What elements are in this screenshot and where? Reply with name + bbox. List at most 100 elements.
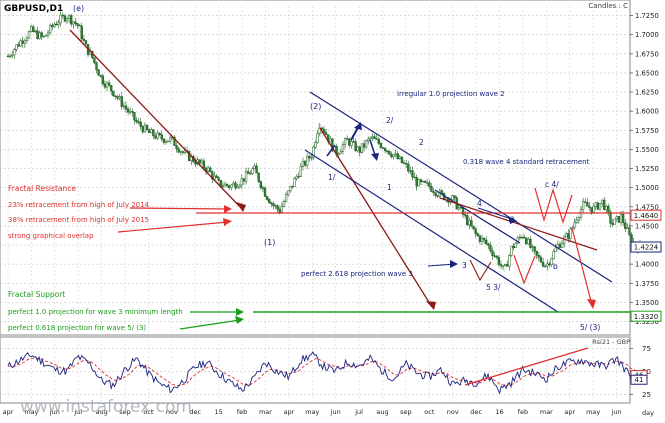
x-tick-label: nov xyxy=(447,408,459,416)
candle-body xyxy=(611,222,614,225)
candle-body xyxy=(520,236,524,239)
candle-body xyxy=(491,250,494,257)
candle-body xyxy=(518,236,522,239)
label-proj0618: perfect 0.618 projection for wave 5/ (3) xyxy=(8,324,146,332)
candle-body xyxy=(147,129,151,133)
candle-body xyxy=(421,180,425,183)
candle-body xyxy=(51,24,54,27)
x-tick-label: apr xyxy=(3,408,14,416)
candle-body xyxy=(394,153,397,156)
x-tick-label: feb xyxy=(518,408,528,416)
label-wave-2: (2) xyxy=(310,102,321,111)
candle-body xyxy=(514,242,517,248)
price-tick-label: 1.4750 xyxy=(635,203,659,211)
label-2: 2 xyxy=(419,138,424,147)
candle-body xyxy=(386,150,389,152)
candle-body xyxy=(6,55,10,58)
x-tick-label: oct xyxy=(143,408,154,416)
candle-body xyxy=(34,30,37,33)
candle-body xyxy=(280,205,284,213)
candle-body xyxy=(563,236,566,244)
candle-body xyxy=(238,184,241,188)
candle-body xyxy=(628,227,631,235)
candle-body xyxy=(236,186,239,189)
candle-body xyxy=(546,263,549,267)
x-tick-label: mar xyxy=(540,408,553,416)
x-tick-label: jun xyxy=(611,408,622,416)
candle-body xyxy=(354,141,357,151)
candle-body xyxy=(367,138,370,142)
candle-body xyxy=(478,235,482,242)
x-tick-label: 15 xyxy=(215,408,223,416)
candle-body xyxy=(554,247,557,252)
price-marker-label: 1.4640 xyxy=(634,212,659,220)
rsi-panel xyxy=(0,336,631,404)
candle-body xyxy=(581,201,585,210)
candle-body xyxy=(249,173,252,175)
candle-body xyxy=(162,138,166,143)
candle-body xyxy=(55,24,58,26)
candle-body xyxy=(67,15,71,19)
candle-body xyxy=(244,171,248,182)
price-tick-label: 1.6750 xyxy=(635,50,659,58)
candle-body xyxy=(181,151,185,153)
candle-body xyxy=(21,40,24,44)
label-1-slash: 1/ xyxy=(328,173,336,182)
candle-body xyxy=(617,216,621,223)
candle-body xyxy=(48,24,52,34)
candle-body xyxy=(383,148,387,152)
candle-body xyxy=(586,202,589,207)
x-tick-label: dec xyxy=(189,408,201,416)
candle-body xyxy=(533,246,536,252)
label-irregular: irregular 1.0 projection wave 2 xyxy=(397,90,505,98)
candle-body xyxy=(489,244,492,252)
candle-body xyxy=(594,202,597,207)
candle-body xyxy=(423,180,427,183)
candle-body xyxy=(126,108,130,113)
label-overlap: strong graphical overlap xyxy=(8,232,94,240)
x-tick-label: may xyxy=(586,408,600,416)
candle-body xyxy=(373,136,376,139)
candle-body xyxy=(278,209,281,213)
candle-body xyxy=(318,127,321,134)
candle-body xyxy=(200,160,203,164)
candle-body xyxy=(255,165,258,174)
candle-body xyxy=(74,21,77,24)
candle-body xyxy=(261,187,265,189)
candle-body xyxy=(527,238,530,245)
x-tick-label: may xyxy=(24,408,38,416)
candle-body xyxy=(432,191,435,194)
candle-body xyxy=(411,170,414,178)
candle-body xyxy=(270,202,273,205)
candle-body xyxy=(25,37,29,42)
candle-body xyxy=(362,143,366,148)
rsi-tick-label: 75 xyxy=(642,345,651,353)
candle-body xyxy=(600,199,604,204)
candle-body xyxy=(360,143,364,153)
candle-body xyxy=(417,179,420,187)
candle-body xyxy=(472,225,475,229)
x-tick-label: jul xyxy=(354,408,363,416)
candle-body xyxy=(99,75,102,77)
candle-body xyxy=(329,138,332,142)
candle-body xyxy=(143,124,147,133)
candle-body xyxy=(221,185,225,188)
candle-body xyxy=(80,25,83,40)
candle-body xyxy=(615,216,618,220)
price-tick-label: 1.5000 xyxy=(635,184,659,192)
x-tick-label: 16 xyxy=(495,408,503,416)
candle-body xyxy=(8,55,12,58)
candle-body xyxy=(493,255,496,257)
candle-body xyxy=(609,211,612,224)
candle-body xyxy=(188,151,191,161)
candle-body xyxy=(400,156,404,164)
x-tick-label: nov xyxy=(166,408,178,416)
candle-body xyxy=(312,147,315,158)
candle-body xyxy=(59,14,62,24)
candle-body xyxy=(61,14,64,17)
label-retr318: 0.318 wave 4 standard retracement xyxy=(463,158,590,166)
candle-body xyxy=(419,179,423,183)
candle-body xyxy=(501,265,505,267)
candle-body xyxy=(413,176,416,179)
